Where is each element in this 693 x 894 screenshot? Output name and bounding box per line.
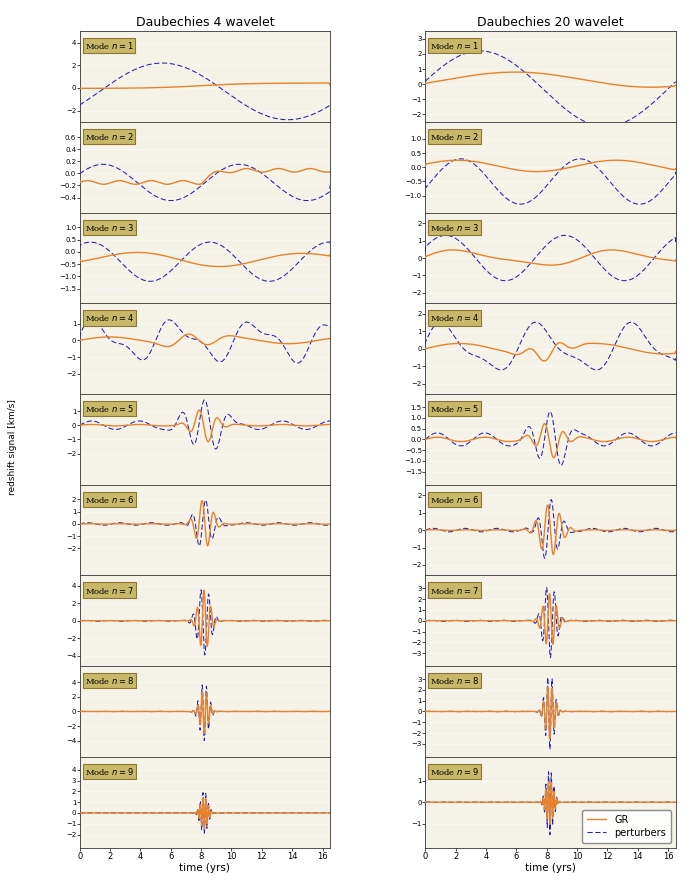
Text: Mode $n=6$: Mode $n=6$ [430, 493, 480, 505]
Text: Mode $n=7$: Mode $n=7$ [430, 585, 479, 595]
Text: Mode $n=9$: Mode $n=9$ [85, 766, 134, 777]
X-axis label: time (yrs): time (yrs) [179, 864, 230, 873]
Text: Mode $n=1$: Mode $n=1$ [430, 40, 479, 51]
Text: Mode $n=5$: Mode $n=5$ [85, 403, 134, 414]
Legend: GR, perturbers: GR, perturbers [582, 810, 671, 843]
Text: Mode $n=5$: Mode $n=5$ [430, 403, 479, 414]
Text: Mode $n=9$: Mode $n=9$ [430, 766, 479, 777]
Title: Daubechies 4 wavelet: Daubechies 4 wavelet [136, 16, 274, 29]
Text: Mode $n=8$: Mode $n=8$ [430, 675, 480, 687]
Text: Mode $n=8$: Mode $n=8$ [85, 675, 134, 687]
Text: Mode $n=6$: Mode $n=6$ [85, 493, 134, 505]
Text: Mode $n=3$: Mode $n=3$ [85, 222, 134, 232]
Text: Mode $n=3$: Mode $n=3$ [430, 222, 479, 232]
Text: Mode $n=2$: Mode $n=2$ [85, 131, 133, 142]
Text: Mode $n=4$: Mode $n=4$ [430, 312, 480, 324]
X-axis label: time (yrs): time (yrs) [525, 864, 576, 873]
Title: Daubechies 20 wavelet: Daubechies 20 wavelet [477, 16, 624, 29]
Text: redshift signal [km/s]: redshift signal [km/s] [8, 399, 17, 495]
Text: Mode $n=2$: Mode $n=2$ [430, 131, 479, 142]
Text: Mode $n=1$: Mode $n=1$ [85, 40, 134, 51]
Text: Mode $n=7$: Mode $n=7$ [85, 585, 134, 595]
Text: Mode $n=4$: Mode $n=4$ [85, 312, 134, 324]
